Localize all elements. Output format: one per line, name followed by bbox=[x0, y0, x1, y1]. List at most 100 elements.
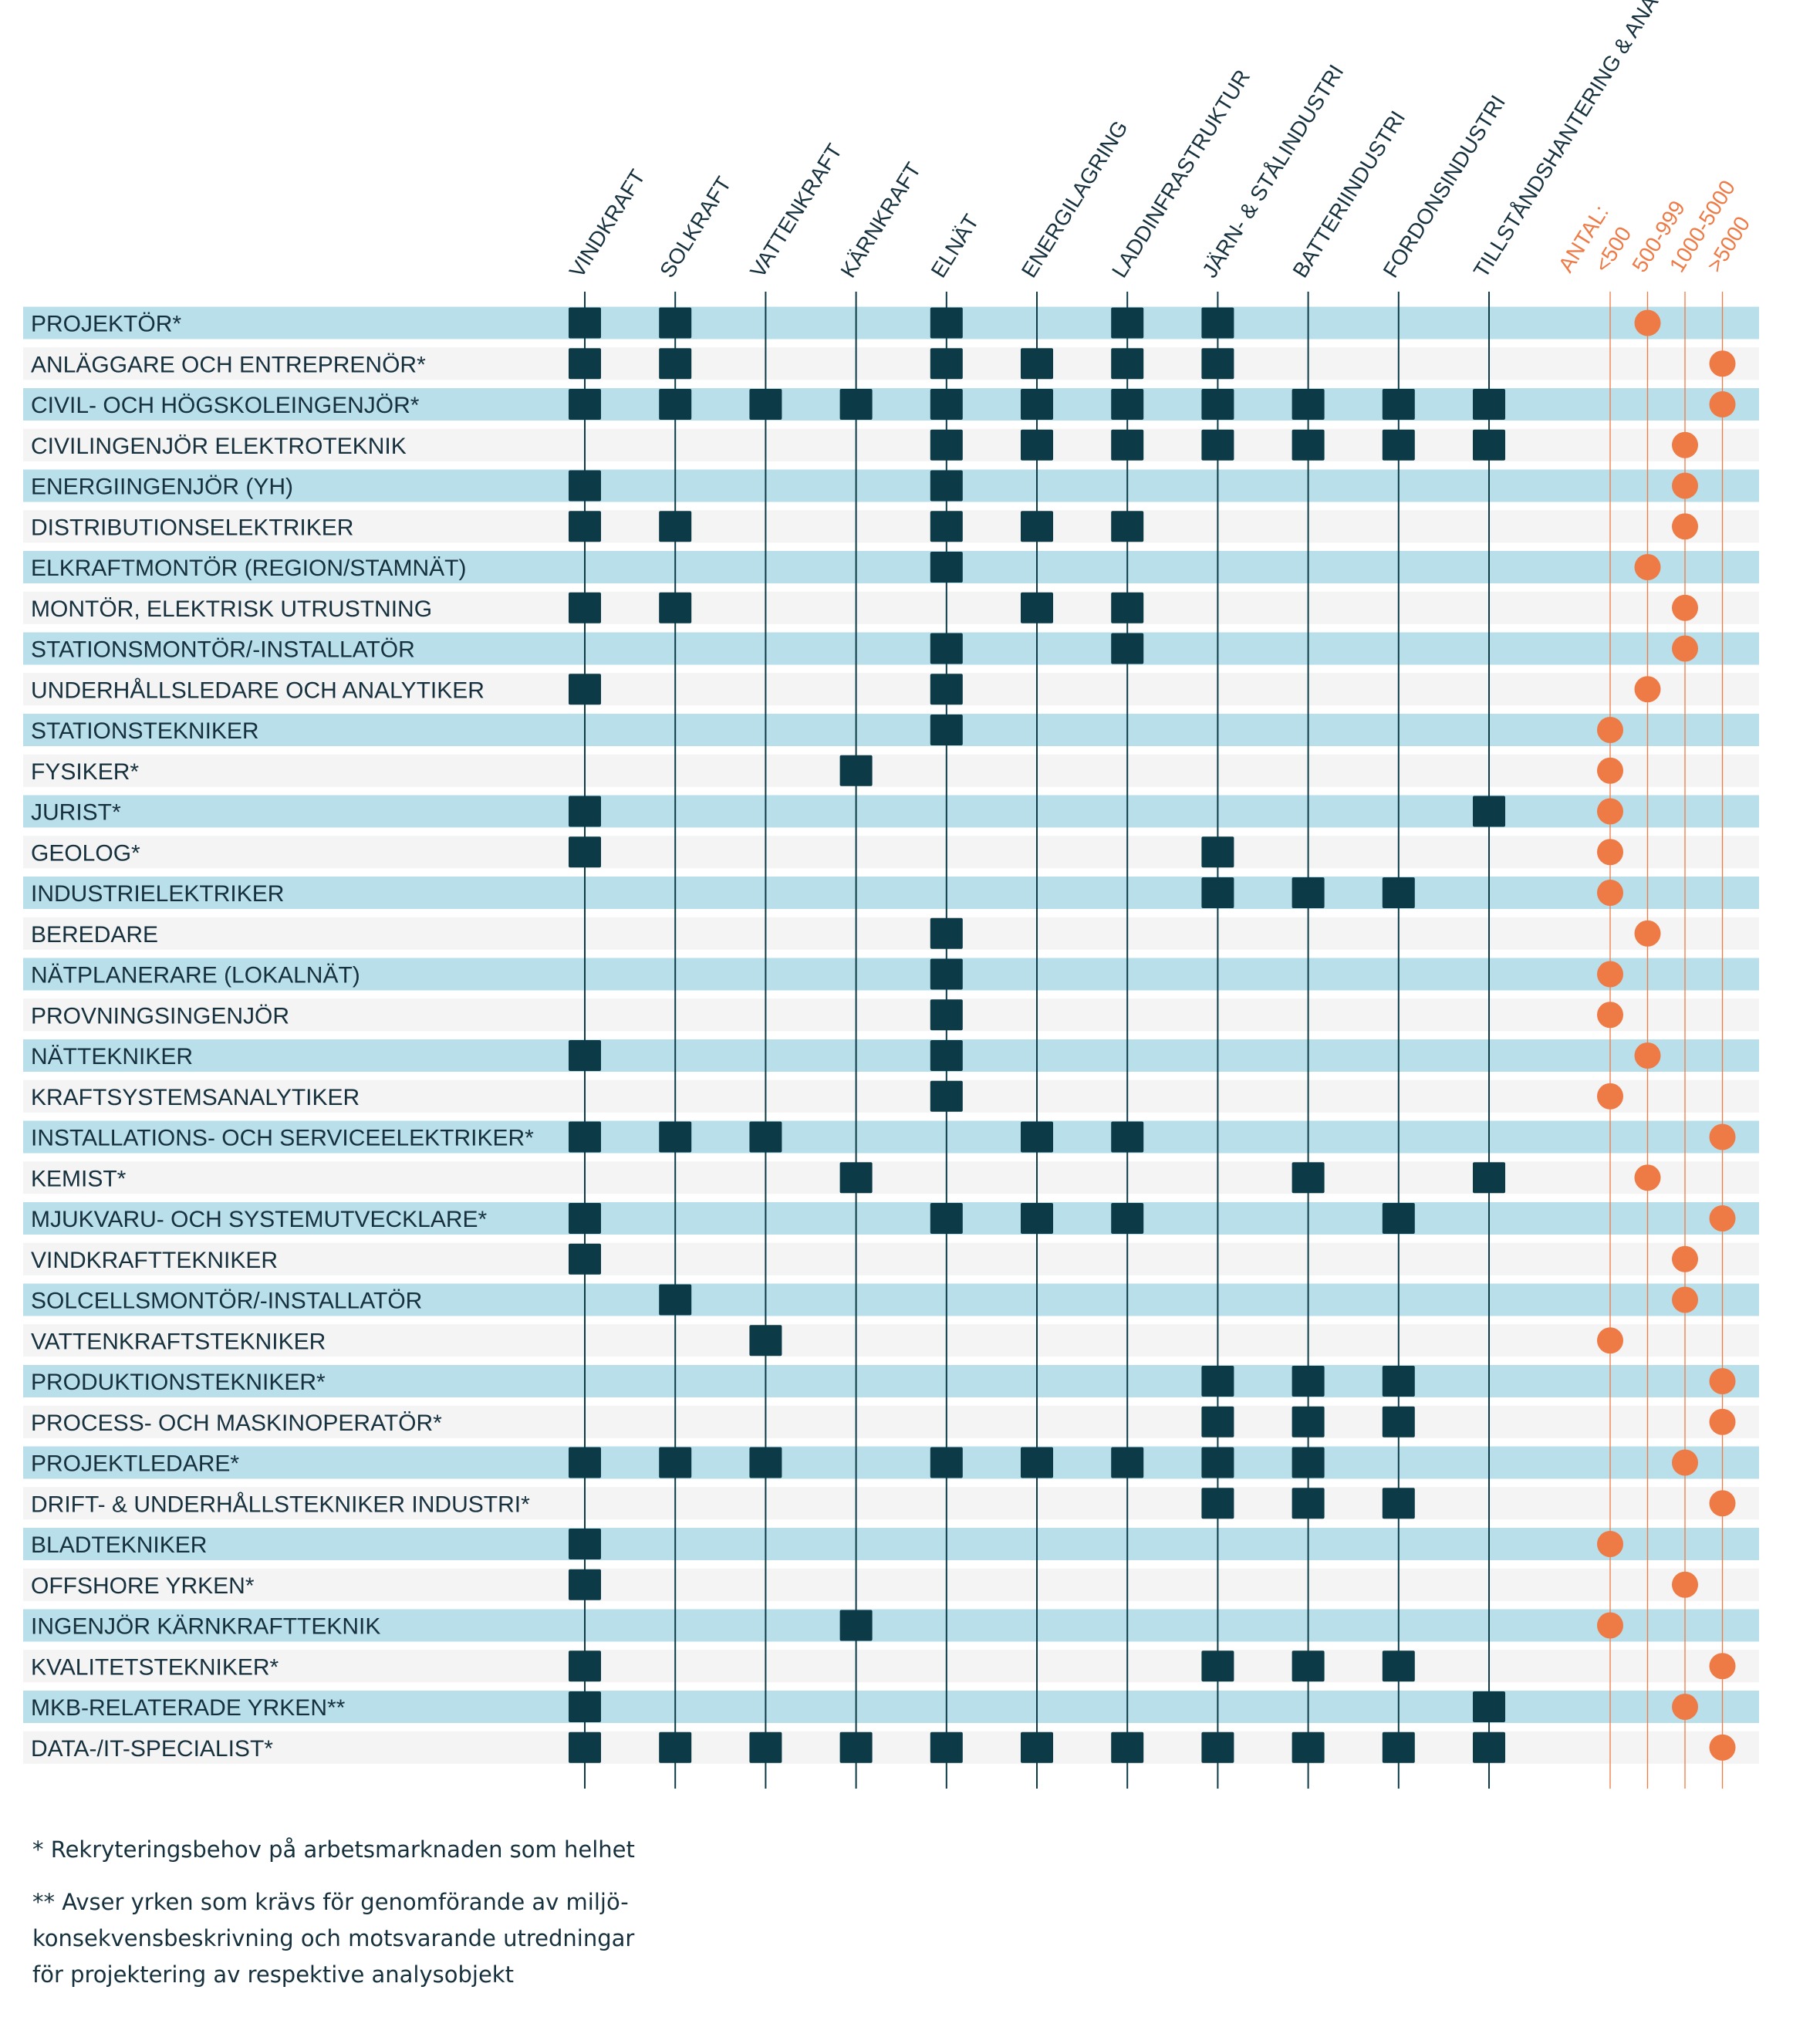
row-band bbox=[23, 1446, 1759, 1479]
row-label: MJUKVARU- OCH SYSTEMUTVECKLARE* bbox=[31, 1207, 488, 1232]
row-band bbox=[23, 469, 1759, 502]
count-dot bbox=[1672, 594, 1698, 621]
row-band bbox=[23, 428, 1759, 461]
count-dot bbox=[1709, 1653, 1736, 1680]
row-label: SOLCELLSMONTÖR/-INSTALLATÖR bbox=[31, 1289, 422, 1314]
mark-square bbox=[659, 1731, 692, 1763]
mark-square bbox=[1201, 1731, 1234, 1763]
mark-square bbox=[1292, 1488, 1325, 1519]
mark-square bbox=[1292, 1447, 1325, 1478]
count-dot bbox=[1597, 1002, 1623, 1029]
row-band bbox=[23, 1202, 1759, 1235]
count-dot bbox=[1597, 880, 1623, 906]
row-band bbox=[23, 1731, 1759, 1764]
mark-square bbox=[930, 999, 963, 1031]
mark-square bbox=[1021, 511, 1053, 542]
row-label: ENERGIINGENJÖR (YH) bbox=[31, 475, 293, 500]
row-label: VATTENKRAFTSTEKNIKER bbox=[31, 1329, 326, 1354]
mark-square bbox=[1111, 389, 1144, 420]
mark-square bbox=[1111, 592, 1144, 623]
mark-square bbox=[569, 1447, 601, 1478]
mark-square bbox=[659, 348, 692, 380]
count-dot bbox=[1634, 920, 1661, 947]
row-band bbox=[23, 1405, 1759, 1438]
count-dot bbox=[1709, 1123, 1736, 1150]
row-label: PROJEKTÖR* bbox=[31, 312, 181, 337]
mark-square bbox=[930, 470, 963, 502]
row-band bbox=[23, 958, 1759, 991]
count-dot bbox=[1709, 1408, 1736, 1435]
row-band bbox=[23, 1528, 1759, 1560]
count-dot bbox=[1672, 635, 1698, 662]
count-dot bbox=[1709, 391, 1736, 417]
mark-square bbox=[1201, 307, 1234, 339]
row-band bbox=[23, 754, 1759, 787]
mark-square bbox=[569, 1731, 601, 1763]
row-band bbox=[23, 714, 1759, 746]
mark-square bbox=[1292, 1366, 1325, 1397]
count-dot bbox=[1634, 1164, 1661, 1191]
mark-square bbox=[1201, 1447, 1234, 1478]
mark-square bbox=[569, 1243, 601, 1275]
mark-square bbox=[659, 389, 692, 420]
row-label: MONTÖR, ELEKTRISK UTRUSTNING bbox=[31, 596, 432, 622]
count-dot bbox=[1597, 798, 1623, 825]
row-band bbox=[23, 1120, 1759, 1154]
count-dot bbox=[1672, 1286, 1698, 1313]
column-header: VATTENKRAFT bbox=[745, 140, 846, 282]
mark-square bbox=[569, 307, 601, 339]
row-band bbox=[23, 1365, 1759, 1397]
mark-square bbox=[1382, 1731, 1415, 1763]
row-label: PROCESS- OCH MASKINOPERATÖR* bbox=[31, 1411, 442, 1436]
mark-square bbox=[569, 389, 601, 420]
mark-square bbox=[839, 755, 873, 786]
mark-square bbox=[749, 1731, 782, 1763]
row-band bbox=[23, 1161, 1759, 1194]
row-band bbox=[23, 1283, 1759, 1316]
count-dot bbox=[1597, 1612, 1623, 1639]
row-band bbox=[23, 632, 1759, 665]
count-dot bbox=[1597, 757, 1623, 784]
count-dot bbox=[1672, 1694, 1698, 1720]
mark-square bbox=[930, 1731, 963, 1763]
footnote-recruitment: * Rekryteringsbehov på arbetsmarknaden s… bbox=[32, 1836, 635, 1863]
mark-square bbox=[1292, 429, 1325, 461]
row-band bbox=[23, 998, 1759, 1032]
mark-square bbox=[1111, 1731, 1144, 1763]
mark-square bbox=[569, 1529, 601, 1559]
row-label: INDUSTRIELEKTRIKER bbox=[31, 881, 284, 907]
mark-square bbox=[839, 1162, 873, 1194]
mark-square bbox=[569, 1121, 601, 1153]
mark-square bbox=[659, 1121, 692, 1153]
count-dot bbox=[1672, 1449, 1698, 1476]
mark-square bbox=[930, 1080, 963, 1112]
mark-square bbox=[1201, 877, 1234, 908]
mark-square bbox=[569, 674, 601, 705]
row-band bbox=[23, 917, 1759, 950]
mark-square bbox=[930, 633, 963, 664]
count-dot bbox=[1634, 676, 1661, 703]
row-label: NÄTTEKNIKER bbox=[31, 1044, 193, 1069]
row-label: PROVNINGSINGENJÖR bbox=[31, 1003, 289, 1029]
mark-square bbox=[1201, 1488, 1234, 1519]
row-band bbox=[23, 1609, 1759, 1642]
mark-square bbox=[569, 836, 601, 868]
count-dot bbox=[1672, 472, 1698, 499]
mark-square bbox=[930, 674, 963, 705]
row-band bbox=[23, 795, 1759, 828]
row-label: KRAFTSYSTEMSANALYTIKER bbox=[31, 1085, 360, 1110]
mark-square bbox=[1111, 1121, 1144, 1153]
mark-square bbox=[930, 1203, 963, 1234]
row-label: ANLÄGGARE OCH ENTREPRENÖR* bbox=[31, 352, 426, 377]
mark-square bbox=[749, 389, 782, 420]
count-dot bbox=[1634, 1042, 1661, 1069]
mark-square bbox=[1201, 1650, 1234, 1682]
mark-square bbox=[1382, 877, 1415, 908]
mark-square bbox=[1111, 1203, 1144, 1234]
row-band bbox=[23, 388, 1759, 421]
mark-square bbox=[930, 511, 963, 542]
count-dot bbox=[1597, 961, 1623, 988]
mark-square bbox=[930, 307, 963, 339]
count-dot bbox=[1709, 350, 1736, 377]
mark-square bbox=[1473, 389, 1505, 420]
